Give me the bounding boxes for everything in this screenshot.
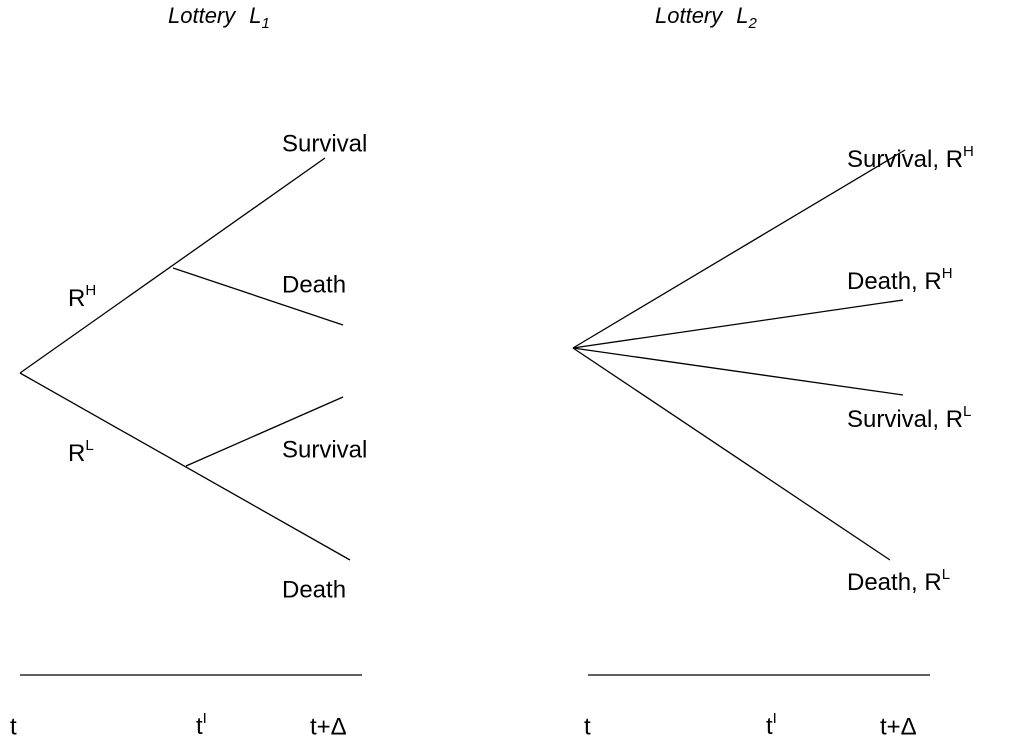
title-text: Lottery bbox=[168, 3, 237, 28]
branch-label: RL bbox=[68, 437, 94, 467]
title-subscript: 2 bbox=[748, 15, 758, 32]
time-label: t bbox=[584, 713, 591, 740]
label-base: t bbox=[196, 713, 203, 740]
time-label: t+Δ bbox=[880, 713, 917, 740]
time-label: tI bbox=[196, 710, 207, 740]
label-sup: I bbox=[773, 710, 777, 727]
label-base: t bbox=[766, 713, 773, 740]
outcome-label: Survival bbox=[282, 130, 367, 157]
label-sup: L bbox=[963, 403, 971, 420]
outcome-label: Survival bbox=[282, 436, 367, 463]
title-subscript: 1 bbox=[262, 15, 270, 32]
outcome-label: Death, RL bbox=[847, 566, 950, 596]
lottery-title: Lottery L2 bbox=[655, 3, 758, 32]
label-sup: L bbox=[85, 437, 93, 454]
branch-line bbox=[172, 267, 344, 326]
branch-line bbox=[185, 396, 344, 467]
outcome-label: Survival, RL bbox=[847, 403, 971, 433]
outcome-label: Death bbox=[282, 271, 346, 298]
time-label: tI bbox=[766, 710, 777, 740]
branch-line bbox=[572, 299, 904, 349]
label-base: Survival, R bbox=[847, 406, 963, 433]
title-text: Lottery bbox=[655, 3, 724, 28]
outcome-label: Survival, RH bbox=[847, 143, 974, 173]
label-base: R bbox=[68, 440, 85, 467]
label-base: R bbox=[68, 285, 85, 312]
label-sup: H bbox=[942, 265, 953, 282]
branch-line bbox=[572, 149, 906, 349]
title-symbol: L bbox=[249, 3, 261, 28]
lottery-title: Lottery L1 bbox=[168, 3, 270, 32]
branch-line bbox=[572, 347, 891, 561]
branch-label: RH bbox=[68, 282, 96, 312]
label-base: Death, R bbox=[847, 569, 942, 596]
time-label: t bbox=[10, 713, 17, 740]
label-sup: H bbox=[85, 282, 96, 299]
title-symbol: L bbox=[736, 3, 748, 28]
time-label: t+Δ bbox=[310, 713, 347, 740]
branch-line bbox=[19, 372, 351, 561]
label-sup: L bbox=[942, 566, 950, 583]
label-base: Death, R bbox=[847, 268, 942, 295]
branch-line bbox=[572, 347, 904, 396]
label-sup: I bbox=[203, 710, 207, 727]
outcome-label: Death, RH bbox=[847, 265, 953, 295]
outcome-label: Death bbox=[282, 576, 346, 603]
branch-line bbox=[19, 157, 326, 374]
label-sup: H bbox=[963, 143, 974, 160]
label-base: Survival, R bbox=[847, 146, 963, 173]
